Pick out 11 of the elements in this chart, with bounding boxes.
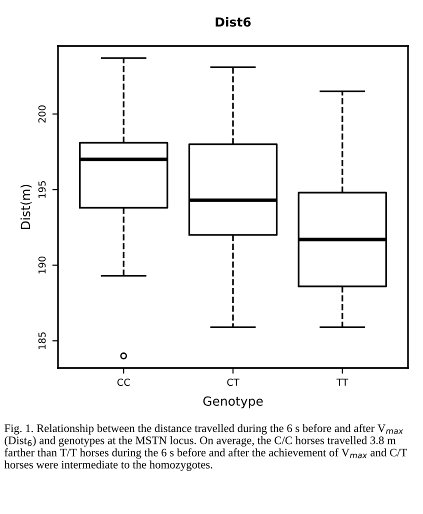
x-axis-title: Genotype	[203, 396, 263, 408]
y-tick-label: 200	[38, 105, 46, 123]
chart-title: Dist6	[216, 17, 251, 27]
y-tick-label: 190	[38, 256, 46, 274]
x-tick-label: CC	[117, 378, 130, 386]
y-tick-label: 185	[38, 332, 46, 349]
y-tick-label: 195	[38, 181, 46, 198]
x-tick-label: CT	[227, 378, 240, 386]
text: Fig. 1. Relationship between the distance travelled during the 6 s before and after V$_{max}$ (Dist$_{6}$) and genotypes at the MSTN locus. On average, the C/C horses travelled 3.8 m farther than T/T horses during the 6 s before and after the achievement of V$_{max}$ and C/T horses were intermediate to the homozygotes.	[4, 424, 408, 471]
x-tick-label: TT	[336, 378, 348, 386]
y-axis-title: Dist(m)	[20, 184, 32, 229]
